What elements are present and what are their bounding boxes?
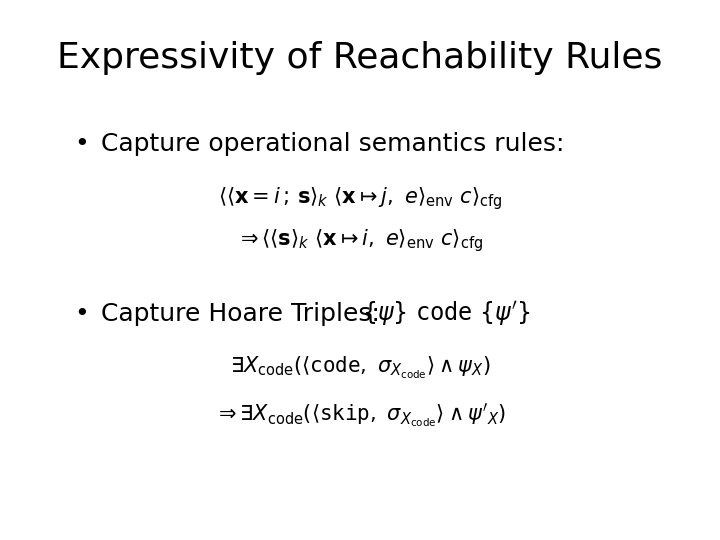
Text: $\{\psi\}\ \mathtt{code}\ \{\psi'\}$: $\{\psi\}\ \mathtt{code}\ \{\psi'\}$ bbox=[362, 299, 531, 328]
Text: Capture Hoare Triples:: Capture Hoare Triples: bbox=[101, 302, 380, 326]
Text: •: • bbox=[74, 302, 89, 326]
Text: $\Rightarrow \langle\langle \mathbf{s}\rangle_k\ \langle \mathbf{x} \mapsto i,\ : $\Rightarrow \langle\langle \mathbf{s}\r… bbox=[236, 227, 484, 254]
Text: •: • bbox=[74, 132, 89, 156]
Text: $\langle\langle \mathbf{x} = i\,;\,\mathbf{s}\rangle_k\ \langle \mathbf{x} \maps: $\langle\langle \mathbf{x} = i\,;\,\math… bbox=[217, 185, 503, 212]
Text: $\Rightarrow \exists X_\mathrm{code}(\langle\mathtt{skip},\ \sigma_{X_\mathrm{co: $\Rightarrow \exists X_\mathrm{code}(\la… bbox=[214, 402, 506, 430]
Text: Expressivity of Reachability Rules: Expressivity of Reachability Rules bbox=[58, 42, 662, 76]
Text: Capture operational semantics rules:: Capture operational semantics rules: bbox=[101, 132, 564, 156]
Text: $\exists X_\mathrm{code}(\langle\mathtt{code},\ \sigma_{X_\mathrm{code}}\rangle : $\exists X_\mathrm{code}(\langle\mathtt{… bbox=[230, 355, 490, 381]
